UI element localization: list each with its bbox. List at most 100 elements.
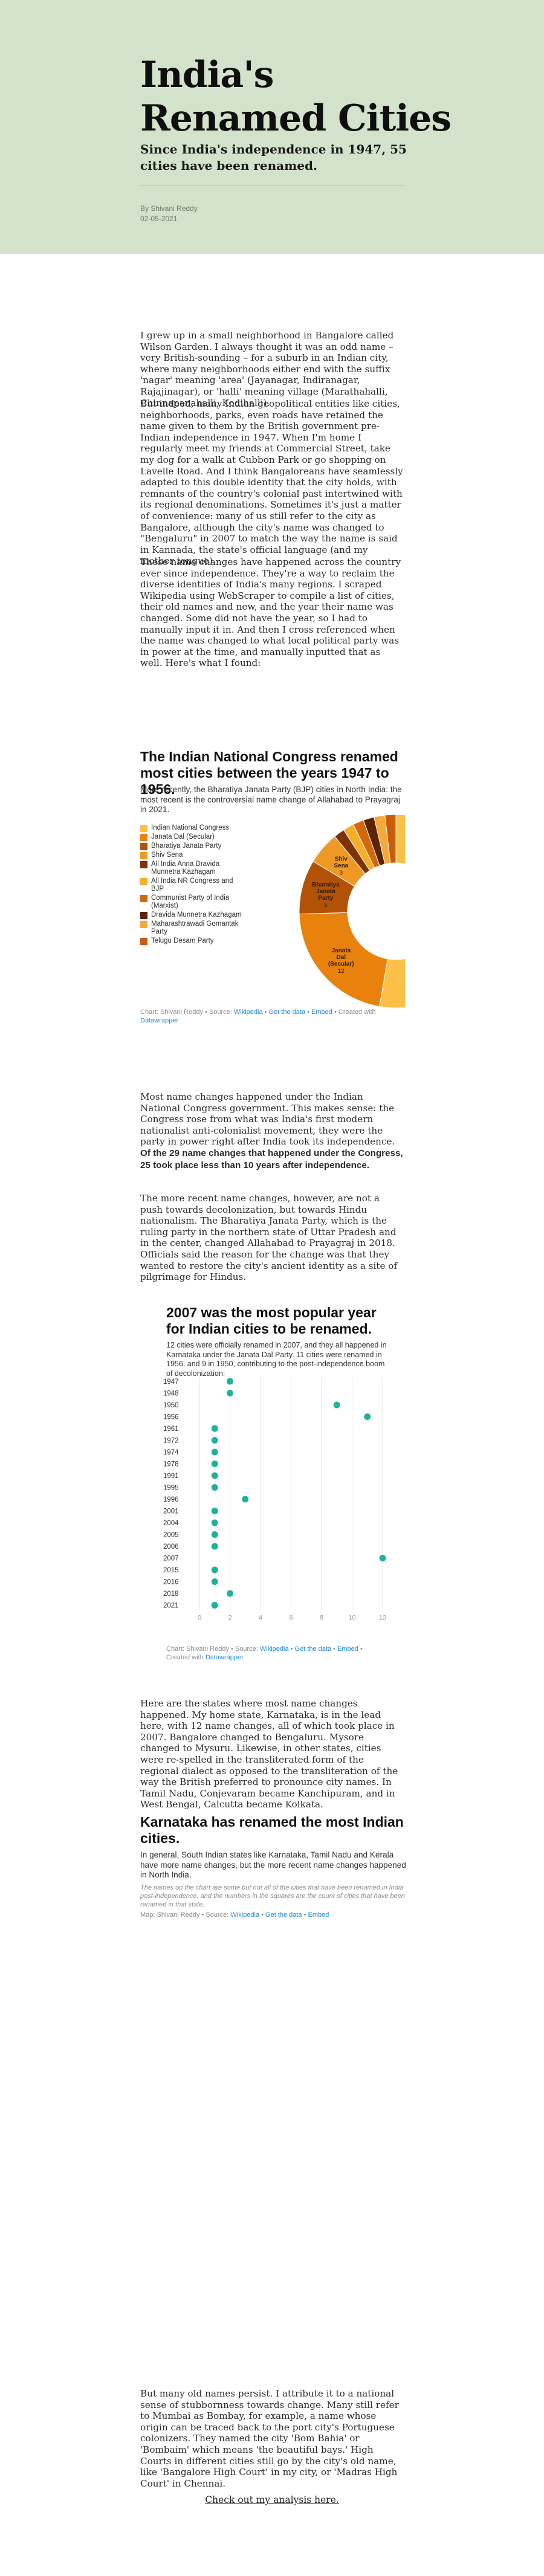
legend-swatch — [140, 861, 147, 868]
data-point — [211, 1578, 218, 1585]
intro-paragraph-3: These name changes have happened across … — [140, 557, 401, 669]
y-tick-label: 2004 — [163, 1520, 179, 1527]
byline: By Shivani Reddy — [140, 204, 198, 213]
donut-data-label: Shiv Sena 3 — [334, 856, 348, 876]
donut-slice — [384, 814, 397, 864]
chart1-datawrapper-link[interactable]: Datawrapper — [140, 1017, 178, 1024]
legend-label: Communist Party of India (Marxist) — [151, 894, 230, 909]
data-point — [211, 1472, 218, 1479]
legend-swatch — [140, 825, 147, 832]
legend-label: Dravida Munnetra Kazhagam — [151, 911, 242, 918]
legend-item: All India NR Congress and BJP — [140, 877, 243, 893]
chart2-created-with: Created with — [166, 1654, 204, 1661]
y-tick-label: 2006 — [163, 1543, 179, 1551]
legend-label: Indian National Congress — [151, 824, 230, 831]
y-tick-label: 2016 — [163, 1579, 179, 1586]
legend-item: Telugu Desam Party — [140, 937, 243, 945]
x-tick-label: 4 — [259, 1615, 262, 1622]
map-title: Karnataka has renamed the most Indian ci… — [140, 1814, 404, 1846]
intro-paragraph-2: But indeed, many Indian geopolitical ent… — [140, 398, 403, 567]
y-tick-label: 2021 — [163, 1603, 179, 1610]
y-tick-label: 2005 — [163, 1532, 179, 1539]
x-tick-label: 0 — [198, 1615, 201, 1622]
chart1-embed-link[interactable]: Embed — [311, 1009, 332, 1016]
data-point — [242, 1496, 249, 1503]
donut-data-label: Janata Dal (Secular) 12 — [328, 947, 354, 975]
chart2-datawrapper-link[interactable]: Datawrapper — [205, 1654, 244, 1661]
closing-paragraph: But many old names persist. I attribute … — [140, 2388, 399, 2489]
data-point — [364, 1413, 371, 1420]
x-tick-label: 12 — [379, 1615, 386, 1622]
y-tick-label: 1995 — [163, 1485, 179, 1492]
chart1-created-with: • Created with — [334, 1009, 376, 1016]
page-subtitle: Since India's independence in 1947, 55 c… — [140, 142, 407, 173]
middle-paragraph-2: The more recent name changes, however, a… — [140, 1193, 398, 1283]
map-embed-link[interactable]: Embed — [308, 1911, 329, 1919]
chart1-description: More recently, the Bharatiya Janata Part… — [140, 785, 402, 814]
data-point — [211, 1519, 218, 1526]
data-point — [211, 1602, 218, 1609]
legend-item: Maharashtrawadi Gomantak Party — [140, 920, 243, 936]
y-tick-label: 1974 — [163, 1449, 179, 1456]
data-point — [211, 1484, 218, 1491]
legend-swatch — [140, 834, 147, 841]
legend-swatch — [140, 921, 147, 928]
chart2-description: 12 cities were officially renamed in 200… — [166, 1341, 387, 1378]
middle-paragraph-1-text: Most name changes happened under the Ind… — [140, 1091, 395, 1148]
chart2-source: Chart: Shivani Reddy • Source: Wikipedia… — [166, 1645, 363, 1661]
legend-swatch — [140, 912, 147, 919]
y-tick-label: 1991 — [163, 1473, 179, 1480]
publish-date: 02-05-2021 — [140, 215, 178, 223]
data-point — [211, 1448, 218, 1456]
map-get-data-link[interactable]: Get the data — [265, 1911, 302, 1919]
y-tick-label: 1996 — [163, 1496, 179, 1503]
data-point — [211, 1566, 218, 1574]
chart1-source: Chart: Shivani Reddy • Source: Wikipedia… — [140, 1009, 376, 1024]
middle-paragraph-1: Most name changes happened under the Ind… — [140, 1091, 404, 1171]
legend-swatch — [140, 895, 147, 902]
y-tick-label: 2007 — [163, 1555, 179, 1563]
legend-label: Shiv Sena — [151, 851, 183, 859]
chart2-embed-link[interactable]: Embed — [337, 1645, 358, 1653]
legend-label: Telugu Desam Party — [151, 937, 214, 944]
data-point — [227, 1390, 233, 1396]
legend-item: Janata Dal (Secular) — [140, 833, 243, 841]
data-point — [333, 1401, 340, 1409]
y-tick-label: 1948 — [163, 1390, 179, 1398]
chart2-get-data-link[interactable]: Get the data — [294, 1645, 332, 1653]
y-tick-label: 1950 — [163, 1402, 179, 1409]
x-tick-label: 8 — [320, 1615, 323, 1622]
data-point — [211, 1508, 218, 1514]
y-tick-label: 2018 — [163, 1590, 179, 1598]
chart1-get-data-link[interactable]: Get the data — [268, 1009, 306, 1016]
map-description: In general, South Indian states like Kar… — [140, 1850, 406, 1879]
x-tick-label: 10 — [348, 1615, 355, 1622]
data-point — [379, 1555, 386, 1561]
y-tick-label: 1947 — [163, 1378, 179, 1386]
chart2-title: 2007 was the most popular year for India… — [166, 1305, 377, 1337]
legend-label: All India NR Congress and BJP — [151, 877, 233, 893]
legend-label: Bharatiya Janata Party — [151, 842, 222, 850]
legend-item: All India Anna Dravida Munnetra Kazhagam — [140, 860, 243, 876]
donut-slice — [299, 912, 388, 1007]
data-point — [211, 1425, 218, 1432]
donut-slice — [379, 814, 405, 1009]
legend-swatch — [140, 878, 147, 885]
chart1-source-link[interactable]: Wikipedia — [233, 1009, 263, 1016]
intro-paragraph-1: I grew up in a small neighborhood in Ban… — [140, 330, 394, 408]
legend-item: Communist Party of India (Marxist) — [140, 894, 243, 910]
legend-item: Shiv Sena — [140, 851, 243, 859]
middle-paragraph-1-bold: Of the 29 name changes that happened und… — [140, 1148, 403, 1170]
x-tick-label: 2 — [228, 1615, 232, 1622]
y-tick-label: 1961 — [163, 1425, 179, 1433]
analysis-link[interactable]: Check out my analysis here. — [205, 2494, 339, 2505]
chart2-source-link[interactable]: Wikipedia — [259, 1645, 289, 1653]
donut-chart: Janata Dal (Secular) 12 Bharatiya Janata Party… — [299, 814, 405, 1009]
chart2-source-prefix: Chart: Shivani Reddy • Source: — [166, 1645, 260, 1653]
page-title: India's Renamed Cities — [140, 54, 452, 140]
y-tick-label: 1956 — [163, 1414, 179, 1421]
donut-data-label: Bharatiya Janata Party 5 — [312, 882, 340, 909]
map-source-link[interactable]: Wikipedia — [230, 1911, 260, 1919]
map-note: The names on the chart are some but not … — [140, 1884, 405, 1908]
legend-label: All India Anna Dravida Munnetra Kazhagam — [151, 860, 220, 876]
